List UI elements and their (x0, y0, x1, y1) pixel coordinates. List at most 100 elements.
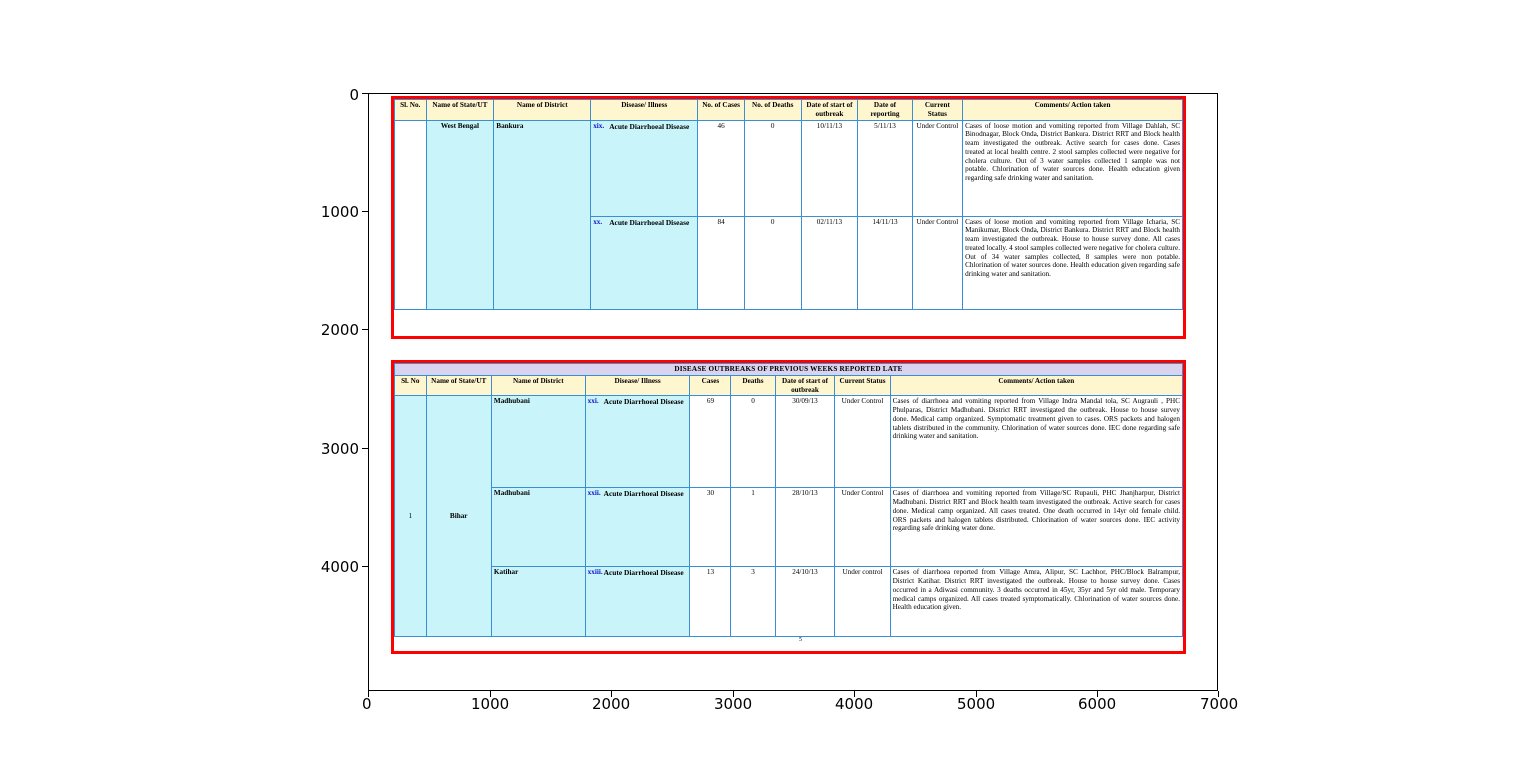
x-tick-label-0: 0 (362, 695, 372, 713)
col-header-start-date: Date of start of outbreak (774, 374, 836, 397)
cell-district: Madhubani (490, 395, 586, 489)
y-tick-label-3000: 3000 (320, 440, 359, 458)
cell-report-date: 14/11/13 (857, 215, 913, 310)
cell-cases: 69 (689, 395, 732, 489)
cell-start-date: 30/09/13 (774, 395, 836, 489)
y-tick-mark-0 (362, 93, 368, 94)
x-tick-mark-4000 (854, 691, 855, 697)
disease-name: Acute Diarrhoeal Disease (609, 121, 690, 131)
col-header-disease: Disease/ Illness (584, 374, 691, 397)
cell-deaths: 0 (730, 395, 776, 489)
table-row: Katihar xxiii. Acute Diarrhoeal Disease … (395, 566, 1184, 638)
cell-district: Katihar (490, 566, 586, 638)
cell-cases: 46 (697, 119, 745, 217)
table-row: West Bengal Bankura xix. Acute Diarrhoea… (394, 119, 1183, 310)
x-tick-mark-3000 (733, 691, 734, 697)
col-header-deaths: No. of Deaths (743, 99, 802, 121)
disease-name: Acute Diarrhoeal Disease (603, 397, 684, 407)
cell-state: Bihar (425, 395, 492, 638)
cell-comments: Cases of diarrhoea and vomiting reported… (889, 487, 1184, 568)
cell-deaths: 0 (743, 215, 802, 310)
cell-sl-no (394, 119, 427, 310)
disease-index: xxi. (587, 397, 599, 406)
x-tick-label-3000: 3000 (714, 695, 753, 713)
col-header-report-date: Date of reporting (857, 99, 913, 121)
table-row: Madhubani xxii. Acute Diarrhoeal Disease… (395, 487, 1184, 568)
col-header-status: Current Status (834, 374, 891, 397)
col-header-district: Name of District (493, 99, 592, 121)
cell-district: Bankura (493, 119, 592, 310)
x-tick-label-1000: 1000 (471, 695, 510, 713)
cell-start-date: 10/11/13 (800, 119, 859, 217)
cell-start-date: 28/10/13 (774, 487, 836, 568)
y-tick-label-4000: 4000 (320, 558, 359, 576)
document-image: Sl. No. Name of State/UT Name of Distric… (369, 94, 1217, 690)
col-header-status: Current Status (911, 99, 964, 121)
cell-disease: xix. Acute Diarrhoeal Disease (590, 119, 699, 217)
y-tick-mark-3000 (362, 448, 368, 449)
col-header-comments: Comments/ Action taken (962, 99, 1183, 121)
col-header-district: Name of District (490, 374, 586, 397)
y-tick-label-0: 0 (349, 86, 359, 104)
y-tick-label-1000: 1000 (320, 203, 359, 221)
outbreak-table-reported-late: DISEASE OUTBREAKS OF PREVIOUS WEEKS REPO… (391, 360, 1186, 654)
disease-name: Acute Diarrhoeal Disease (603, 568, 684, 578)
cell-status: Under Control (834, 395, 891, 489)
x-tick-mark-0 (368, 691, 369, 697)
cell-status: Under Control (834, 487, 891, 568)
cell-start-date: 24/10/13 (774, 566, 836, 638)
y-tick-mark-1000 (362, 211, 368, 212)
y-tick-mark-2000 (362, 329, 368, 330)
disease-index: xxii. (587, 489, 601, 498)
table-row: 1 Bihar Madhubani xxi. Acute Diarrhoeal … (394, 395, 1184, 638)
col-header-state: Name of State/UT (425, 99, 495, 121)
col-header-disease: Disease/ Illness (590, 99, 699, 121)
x-tick-label-6000: 6000 (1078, 695, 1117, 713)
cell-disease: xxi. Acute Diarrhoeal Disease (584, 395, 691, 489)
col-header-sl-no: Sl. No. (394, 99, 427, 121)
x-tick-mark-2000 (611, 691, 612, 697)
cell-disease: xxiii. Acute Diarrhoeal Disease (584, 566, 691, 638)
cell-start-date: 02/11/13 (800, 215, 859, 310)
x-tick-label-7000: 7000 (1200, 695, 1239, 713)
disease-name: Acute Diarrhoeal Disease (603, 489, 684, 499)
cell-cases: 30 (689, 487, 732, 568)
cell-deaths: 0 (743, 119, 802, 217)
x-tick-label-5000: 5000 (957, 695, 996, 713)
x-tick-label-2000: 2000 (592, 695, 631, 713)
cell-state: West Bengal (425, 119, 495, 310)
x-tick-label-4000: 4000 (835, 695, 874, 713)
cell-disease: xx. Acute Diarrhoeal Disease (590, 215, 699, 310)
x-tick-mark-7000 (1218, 691, 1219, 697)
cell-sl-no: 1 (394, 395, 427, 638)
cell-cases: 13 (689, 566, 732, 638)
x-tick-mark-1000 (490, 691, 491, 697)
cell-cases: 84 (697, 215, 745, 310)
y-tick-mark-4000 (362, 566, 368, 567)
disease-name: Acute Diarrhoeal Disease (609, 217, 690, 227)
col-header-cases: No. of Cases (697, 99, 745, 121)
table-header-row: Sl. No Name of State/UT Name of District… (394, 374, 1184, 397)
outbreak-table-current: Sl. No. Name of State/UT Name of Distric… (391, 96, 1186, 339)
page-number: 5 (799, 637, 802, 643)
cell-status: Under Control (911, 119, 964, 217)
cell-disease: xxii. Acute Diarrhoeal Disease (584, 487, 691, 568)
col-header-comments: Comments/ Action taken (889, 374, 1184, 397)
table-current-outbreaks: Sl. No. Name of State/UT Name of Distric… (394, 99, 1183, 310)
disease-index: xx. (593, 217, 603, 226)
table-row: xx. Acute Diarrhoeal Disease 84 0 02/11/… (395, 215, 1183, 310)
disease-index: xix. (593, 121, 605, 130)
col-header-deaths: Deaths (730, 374, 776, 397)
table-late-outbreaks: DISEASE OUTBREAKS OF PREVIOUS WEEKS REPO… (394, 363, 1184, 638)
cell-district: Madhubani (490, 487, 586, 568)
cell-deaths: 3 (730, 566, 776, 638)
col-header-start-date: Date of start of outbreak (800, 99, 859, 121)
cell-comments: Cases of diarrhoea reported from Village… (889, 566, 1184, 638)
cell-comments: Cases of loose motion and vomiting repor… (962, 215, 1183, 310)
col-header-sl-no: Sl. No (394, 374, 427, 397)
cell-status: Under Control (911, 215, 964, 310)
x-tick-mark-6000 (1097, 691, 1098, 697)
x-tick-mark-5000 (976, 691, 977, 697)
col-header-cases: Cases (689, 374, 732, 397)
